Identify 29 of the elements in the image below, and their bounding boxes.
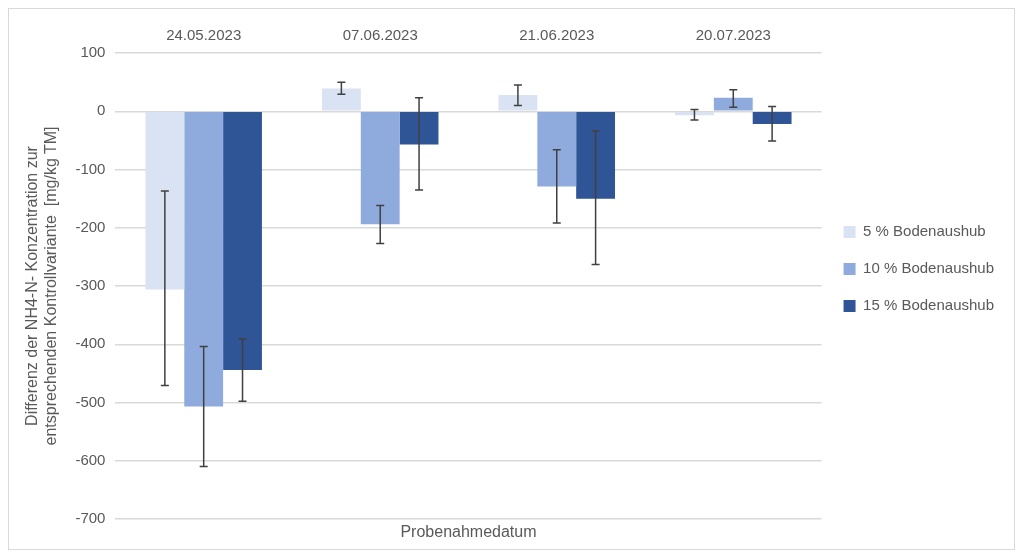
bar [223, 112, 262, 370]
legend-label: 5 % Bodenaushub [863, 222, 986, 240]
bar [498, 94, 538, 111]
bar [145, 112, 185, 290]
x-tick-label: 20.07.2023 [695, 26, 771, 44]
x-tick-label: 21.06.2023 [519, 26, 595, 44]
bar [321, 88, 361, 111]
bar [752, 112, 792, 125]
bar [360, 112, 400, 225]
y-tick-label: -200 [75, 217, 106, 235]
bar [713, 97, 753, 111]
bar [537, 112, 577, 187]
y-tick-label: -600 [75, 450, 106, 468]
y-tick-label: -300 [75, 276, 106, 294]
y-tick-label: 100 [80, 43, 106, 61]
legend-label: 15 % Bodenaushub [863, 296, 995, 314]
x-tick-label: 24.05.2023 [166, 26, 242, 44]
bar [576, 112, 616, 199]
x-axis-title: Probenahmedatum [400, 523, 537, 541]
y-tick-label: 0 [97, 101, 106, 119]
y-tick-label: -700 [75, 509, 106, 527]
bar [184, 112, 224, 407]
y-axis-title: Differenz der NH4-N- Konzentration zur entsprechenden Kontrollvariante [mg/kg TM] [23, 126, 60, 446]
x-tick-label: 07.06.2023 [342, 26, 418, 44]
y-tick-label: -500 [75, 392, 106, 410]
y-tick-label: -400 [75, 334, 106, 352]
bar [399, 112, 439, 145]
y-tick-label: -100 [75, 159, 106, 177]
legend-label: 10 % Bodenaushub [863, 259, 995, 277]
